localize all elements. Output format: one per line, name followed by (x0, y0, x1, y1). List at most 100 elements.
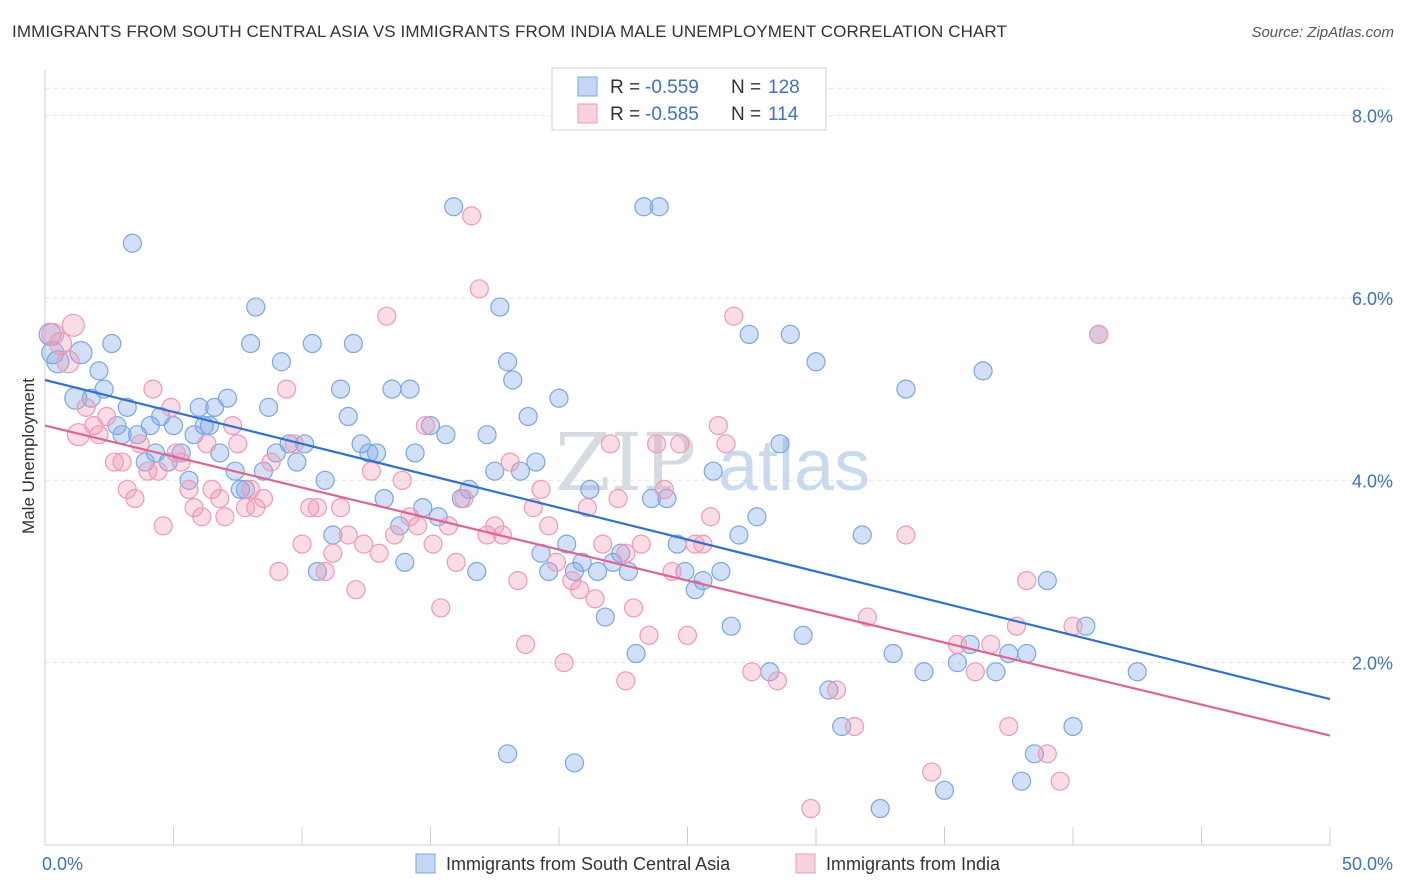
point-series-1-15 (143, 379, 163, 399)
point-series-1-97 (801, 798, 821, 819)
point-series-1-81 (623, 598, 644, 618)
point-series-0-19 (163, 415, 184, 436)
point-series-0-113 (947, 653, 967, 673)
point-series-1-27 (215, 507, 235, 527)
point-series-1-20 (171, 452, 191, 472)
point-series-1-96 (767, 671, 788, 691)
point-series-0-97 (729, 525, 749, 545)
point-series-0-33 (246, 297, 266, 317)
point-series-1-94 (724, 306, 744, 326)
point-series-0-56 (405, 443, 425, 463)
point-series-1-111 (1089, 324, 1109, 345)
point-series-0-127 (564, 753, 585, 773)
point-series-1-47 (361, 461, 381, 481)
point-series-0-11 (117, 397, 137, 417)
point-series-0-88 (649, 197, 669, 217)
point-series-1-106 (999, 716, 1019, 737)
point-series-1-99 (844, 716, 865, 737)
point-series-1-59 (454, 488, 474, 509)
legend-r-label-1: R = (610, 77, 640, 98)
point-series-0-105 (819, 680, 839, 700)
point-series-1-14 (138, 461, 158, 481)
point-series-1-91 (701, 507, 721, 527)
point-series-0-58 (420, 415, 441, 436)
point-series-1-107 (1017, 570, 1037, 591)
point-series-0-35 (258, 397, 279, 417)
point-series-0-76 (557, 534, 577, 554)
point-series-1-61 (469, 279, 489, 299)
point-series-1-51 (392, 470, 412, 490)
point-series-1-65 (500, 452, 520, 472)
x-tick-label-1: 50.0% (1342, 854, 1393, 874)
point-series-1-39 (300, 498, 320, 518)
point-series-1-17 (153, 516, 173, 536)
y-tick-label-0: 2.0% (1352, 654, 1393, 674)
watermark-atlas: atlas (718, 426, 870, 506)
point-series-0-94 (703, 461, 723, 481)
y-tick-label-2: 6.0% (1352, 289, 1393, 309)
correlation-legend: R = -0.559 N = 128 R = -0.585 N = 114 (551, 67, 827, 131)
point-series-1-104 (965, 662, 985, 682)
point-series-1-12 (125, 488, 145, 509)
point-series-1-55 (423, 534, 443, 554)
point-series-0-102 (780, 324, 800, 345)
trend-line-series-0 (44, 378, 1331, 701)
y-tick-label-1: 4.0% (1352, 471, 1393, 491)
point-series-1-67 (515, 634, 536, 655)
point-series-0-120 (1037, 570, 1057, 591)
point-series-0-6 (89, 361, 109, 381)
point-series-1-42 (323, 543, 343, 563)
legend-swatch-india (577, 103, 598, 124)
point-series-1-100 (857, 607, 878, 627)
y-tick-label-3: 8.0% (1352, 107, 1393, 127)
point-series-1-98 (826, 680, 847, 700)
point-series-0-41 (302, 333, 322, 354)
data-points (38, 197, 1147, 819)
point-series-0-12 (122, 233, 142, 253)
point-series-0-50 (366, 443, 387, 463)
point-series-0-83 (611, 543, 631, 563)
point-series-0-108 (870, 798, 890, 819)
point-series-1-58 (446, 552, 466, 572)
legend-n-value-2: 114 (768, 104, 799, 125)
legend-r-value-1: -0.559 (645, 77, 699, 98)
point-series-1-34 (261, 452, 281, 472)
x-tick-label-0: 0.0% (42, 854, 83, 874)
point-series-1-48 (369, 543, 389, 563)
point-series-0-124 (1127, 662, 1147, 682)
point-series-1-3 (61, 313, 85, 337)
point-series-0-60 (436, 425, 456, 445)
point-series-0-8 (102, 333, 122, 354)
legend-r-label-2: R = (610, 104, 640, 125)
point-series-1-16 (148, 461, 168, 481)
point-series-1-76 (585, 589, 605, 609)
point-series-0-85 (626, 643, 646, 664)
point-series-0-86 (634, 197, 654, 217)
point-series-1-30 (235, 498, 256, 518)
point-series-0-69 (503, 370, 523, 390)
point-series-0-68 (498, 352, 518, 372)
y-axis-label: Male Unemployment (19, 378, 38, 534)
point-series-1-53 (408, 516, 428, 536)
point-series-0-23 (189, 397, 209, 417)
point-series-1-92 (708, 415, 728, 436)
legend-n-value-1: 128 (768, 77, 800, 98)
point-series-1-9 (104, 452, 124, 472)
point-series-1-56 (431, 598, 451, 618)
point-series-1-44 (338, 525, 358, 545)
point-series-0-104 (806, 352, 826, 372)
point-series-0-30 (230, 479, 250, 500)
legend-n-label-1: N = (731, 77, 761, 98)
point-series-0-121 (1063, 716, 1083, 737)
bottom-legend-swatch-india (795, 853, 816, 874)
trend-line-series-1 (44, 424, 1331, 737)
point-series-0-99 (747, 507, 767, 527)
point-series-0-66 (485, 461, 505, 481)
point-series-1-75 (577, 498, 597, 518)
point-series-0-81 (595, 607, 615, 627)
point-series-1-72 (554, 653, 574, 673)
point-series-0-61 (444, 197, 464, 217)
point-series-1-95 (742, 662, 762, 682)
point-series-1-80 (616, 543, 636, 563)
point-series-0-80 (587, 561, 608, 582)
